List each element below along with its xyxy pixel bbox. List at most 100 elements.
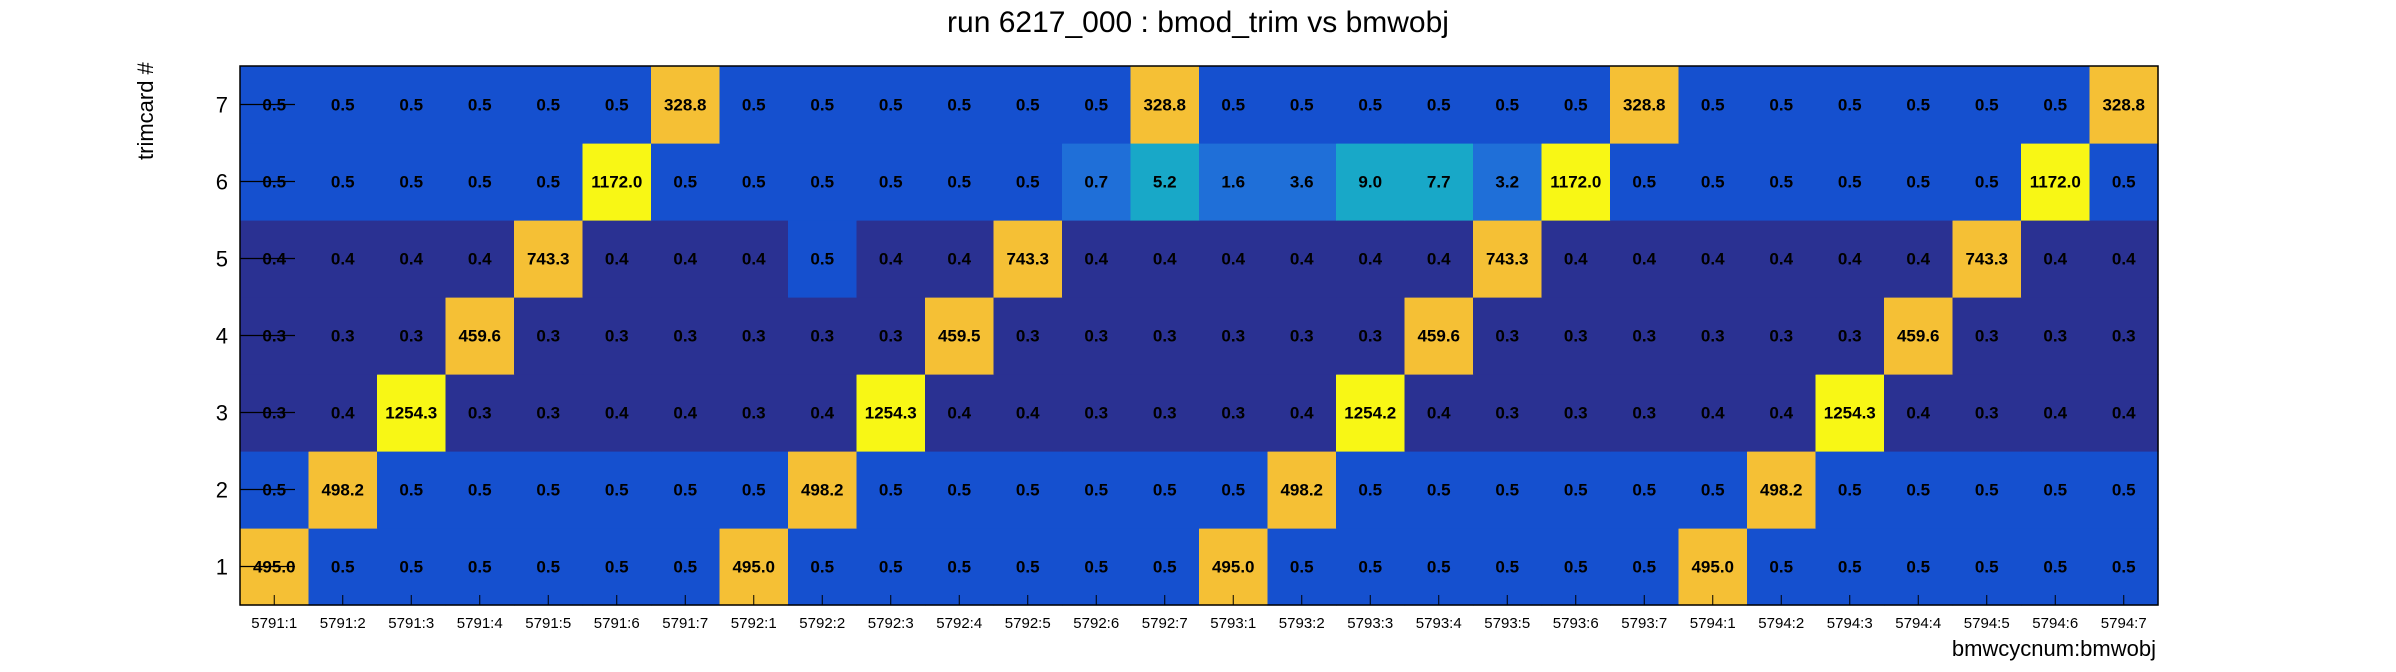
- cell-value-label: 0.5: [605, 558, 629, 577]
- cell-value-label: 0.5: [1975, 96, 1999, 115]
- cell-value-label: 0.4: [2043, 404, 2067, 423]
- x-tick-label: 5791:2: [320, 615, 366, 632]
- cell-value-label: 0.3: [605, 327, 629, 346]
- heatmap-cell: [1130, 297, 1200, 375]
- cell-value-label: 0.5: [1769, 173, 1793, 192]
- heatmap-cell: [651, 528, 721, 606]
- cell-value-label: 1172.0: [2030, 173, 2081, 192]
- heatmap-cell: [308, 220, 378, 298]
- heatmap-cell: [925, 528, 995, 606]
- cell-value-label: 0.4: [1564, 250, 1588, 269]
- heatmap-cell: [651, 297, 721, 375]
- heatmap-cell: [1815, 451, 1885, 529]
- heatmap-cell: [856, 220, 926, 298]
- cell-value-label: 0.5: [673, 558, 697, 577]
- heatmap-cell: [651, 374, 721, 452]
- heatmap-cell: [651, 451, 721, 529]
- heatmap-cell: [1678, 528, 1748, 606]
- heatmap-cell: [582, 451, 652, 529]
- cell-value-label: 0.5: [1906, 481, 1930, 500]
- cell-value-label: 0.3: [536, 404, 560, 423]
- cell-value-label: 0.4: [605, 404, 629, 423]
- heatmap-cell: [1062, 66, 1132, 144]
- heatmap-cell: [651, 143, 721, 221]
- heatmap-cell: [2089, 66, 2159, 144]
- heatmap-cell: [993, 374, 1063, 452]
- cell-value-label: 0.3: [536, 327, 560, 346]
- heatmap-cell: [1199, 297, 1269, 375]
- heatmap-cell: [993, 297, 1063, 375]
- cell-value-label: 0.3: [1632, 404, 1656, 423]
- heatmap-cell: [1747, 66, 1817, 144]
- cell-value-label: 0.5: [1701, 96, 1725, 115]
- heatmap-cell: [514, 143, 584, 221]
- cell-value-label: 0.3: [1701, 327, 1725, 346]
- heatmap-cell: [1130, 143, 1200, 221]
- heatmap-cell: [1747, 143, 1817, 221]
- heatmap-cell: [1541, 374, 1611, 452]
- cell-value-label: 1254.3: [1824, 404, 1876, 423]
- x-axis-label: bmwcycnum:bmwobj: [1952, 636, 2156, 661]
- heatmap-cell: [719, 66, 789, 144]
- heatmap-cell: [1678, 66, 1748, 144]
- heatmap-cell: [1541, 66, 1611, 144]
- cell-value-label: 0.5: [1358, 558, 1382, 577]
- cell-value-label: 0.5: [1838, 173, 1862, 192]
- heatmap-cell: [1678, 220, 1748, 298]
- cell-value-label: 0.4: [673, 250, 697, 269]
- heatmap-cell: [788, 528, 858, 606]
- heatmap-cell: [1130, 528, 1200, 606]
- cell-value-label: 0.5: [810, 250, 834, 269]
- heatmap-cell: [1404, 297, 1474, 375]
- cell-value-label: 0.4: [1701, 404, 1725, 423]
- cell-value-label: 0.5: [331, 173, 355, 192]
- heatmap-cell: [1473, 451, 1543, 529]
- heatmap-cell: [2089, 528, 2159, 606]
- heatmap-cell: [651, 66, 721, 144]
- cell-value-label: 0.5: [2043, 558, 2067, 577]
- heatmap-cell: [1473, 66, 1543, 144]
- cell-value-label: 0.5: [742, 173, 766, 192]
- heatmap-cell: [1952, 66, 2022, 144]
- cell-value-label: 1172.0: [1550, 173, 1601, 192]
- heatmap-cell: [1884, 143, 1954, 221]
- x-tick-label: 5791:6: [594, 615, 640, 632]
- cell-value-label: 328.8: [2102, 96, 2145, 115]
- cell-value-label: 0.4: [1016, 404, 1040, 423]
- cell-value-label: 1172.0: [591, 173, 642, 192]
- heatmap-cell: [856, 451, 926, 529]
- heatmap-cell: [719, 528, 789, 606]
- cell-value-label: 459.6: [458, 327, 501, 346]
- heatmap-cell: [1541, 143, 1611, 221]
- cell-value-label: 0.5: [1564, 558, 1588, 577]
- heatmap-cell: [377, 66, 447, 144]
- cell-value-label: 0.5: [1975, 173, 1999, 192]
- cell-value-label: 0.5: [1358, 96, 1382, 115]
- x-tick-label: 5791:7: [662, 615, 708, 632]
- heatmap-cell: [993, 451, 1063, 529]
- heatmap-cell: [993, 220, 1063, 298]
- heatmap-cell: [1336, 66, 1406, 144]
- x-tick-label: 5793:4: [1416, 615, 1462, 632]
- heatmap-cell: [925, 143, 995, 221]
- heatmap-cell: [1062, 220, 1132, 298]
- cell-value-label: 1.6: [1221, 173, 1245, 192]
- heatmap-cell: [1678, 374, 1748, 452]
- cell-value-label: 1254.3: [385, 404, 437, 423]
- cell-value-label: 328.8: [1623, 96, 1666, 115]
- heatmap-cell: [1267, 143, 1337, 221]
- cell-value-label: 498.2: [1760, 481, 1803, 500]
- heatmap-cell: [788, 451, 858, 529]
- cell-value-label: 0.5: [1632, 481, 1656, 500]
- cell-value-label: 0.4: [947, 404, 971, 423]
- cell-value-label: 0.5: [947, 481, 971, 500]
- heatmap-cell: [445, 66, 515, 144]
- heatmap-cell: [1336, 528, 1406, 606]
- x-tick-label: 5792:3: [868, 615, 914, 632]
- cell-value-label: 495.0: [1691, 558, 1734, 577]
- heatmap-cell: [1267, 220, 1337, 298]
- heatmap-cell: [308, 66, 378, 144]
- heatmap-cell: [1404, 220, 1474, 298]
- heatmap-cell: [1130, 451, 1200, 529]
- cell-value-label: 0.3: [399, 327, 423, 346]
